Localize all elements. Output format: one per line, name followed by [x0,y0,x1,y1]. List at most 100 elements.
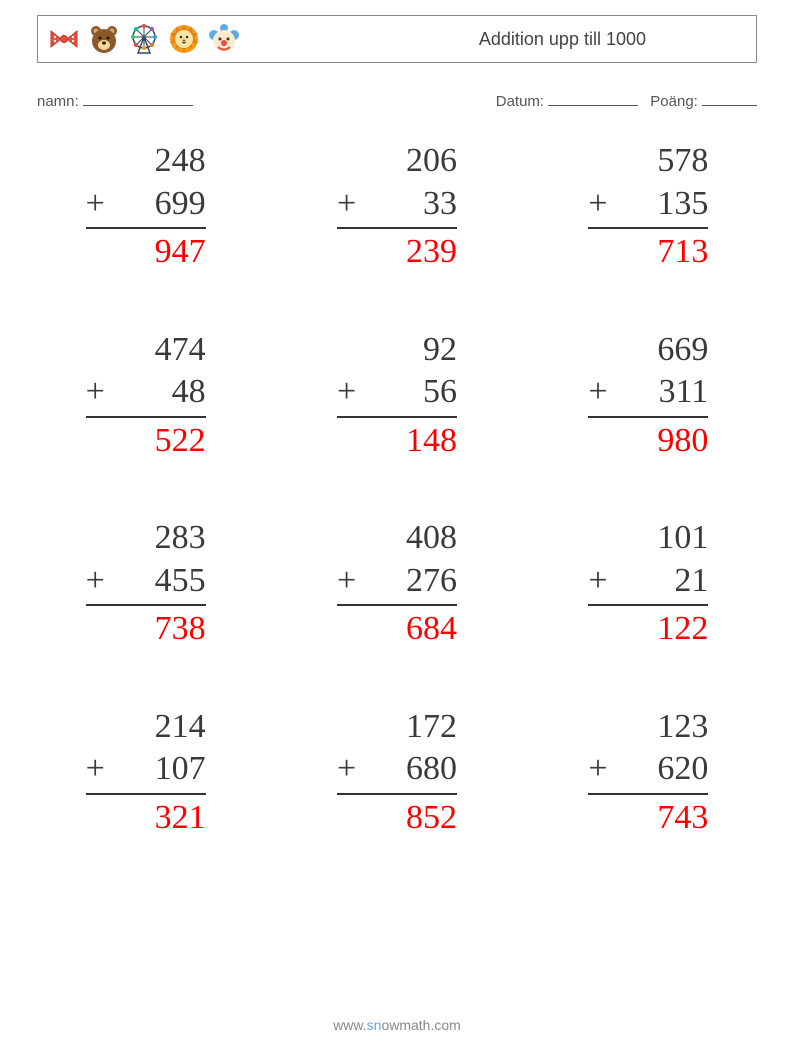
footer-prefix: www. [333,1017,366,1033]
operand-b: 620 [657,748,708,791]
operator: + [588,560,607,603]
operator: + [86,183,105,226]
ferris-wheel-icon [128,23,160,55]
meta-row: namn: Datum: Poäng: [37,92,757,110]
answer: 522 [86,420,206,463]
operator: + [337,560,356,603]
operand-b-line: +455 [86,560,206,603]
date-label: Datum: [496,93,544,110]
lion-icon [168,23,200,55]
footer: www.snowmath.com [0,1017,794,1033]
answer: 122 [588,608,708,651]
rule-line [86,227,206,229]
operand-b-line: +48 [86,371,206,414]
operand-b-line: +276 [337,560,457,603]
operand-b-line: +21 [588,560,708,603]
rule-line [86,604,206,606]
rule-line [588,227,708,229]
problem: 474+48522 [86,329,206,463]
operand-b: 21 [674,560,708,603]
bear-icon [88,23,120,55]
operand-a: 101 [588,517,708,560]
answer: 239 [337,231,457,274]
operand-b-line: +620 [588,748,708,791]
operand-a: 283 [86,517,206,560]
clown-icon [208,23,240,55]
answer: 713 [588,231,708,274]
rule-line [588,416,708,418]
bowtie-icon [48,23,80,55]
operand-a: 669 [588,329,708,372]
problem: 283+455 738 [86,517,206,651]
operator: + [337,371,356,414]
operand-b: 33 [423,183,457,226]
answer: 980 [588,420,708,463]
operator: + [337,183,356,226]
operand-a: 92 [337,329,457,372]
page-title: Addition upp till 1000 [479,29,646,50]
footer-brand2: ow [381,1017,399,1033]
operand-b-line: +135 [588,183,708,226]
operator: + [86,371,105,414]
rule-line [588,793,708,795]
operand-b-line: +680 [337,748,457,791]
footer-brand1: sn [367,1017,382,1033]
problem: 214+107 321 [86,706,206,840]
operand-b: 311 [659,371,709,414]
problem: 669+311 980 [588,329,708,463]
rule-line [588,604,708,606]
operand-a: 214 [86,706,206,749]
problem: 206+33 239 [337,140,457,274]
problem: 101+21 122 [588,517,708,651]
operand-b-line: +311 [588,371,708,414]
operand-a: 123 [588,706,708,749]
operator: + [86,560,105,603]
operator: + [588,748,607,791]
operator: + [86,748,105,791]
answer: 852 [337,797,457,840]
operand-b: 276 [406,560,457,603]
operand-b: 699 [155,183,206,226]
problem: 172+680 852 [337,706,457,840]
score-field: Poäng: [650,92,757,110]
rule-line [86,416,206,418]
operator: + [337,748,356,791]
answer: 947 [86,231,206,274]
rule-line [337,604,457,606]
score-label: Poäng: [650,93,698,110]
name-label: namn: [37,93,79,110]
rule-line [337,416,457,418]
answer: 738 [86,608,206,651]
operand-b-line: +107 [86,748,206,791]
answer: 743 [588,797,708,840]
rule-line [337,227,457,229]
operand-b-line: +33 [337,183,457,226]
operator: + [588,183,607,226]
operand-a: 578 [588,140,708,183]
rule-line [337,793,457,795]
footer-suffix: math.com [399,1017,460,1033]
rule-line [86,793,206,795]
operand-a: 248 [86,140,206,183]
operand-b: 107 [155,748,206,791]
name-field: namn: [37,92,193,110]
icons-row [48,23,240,55]
operand-a: 408 [337,517,457,560]
operand-b-line: +56 [337,371,457,414]
operand-a: 172 [337,706,457,749]
answer: 148 [337,420,457,463]
name-blank[interactable] [83,92,193,106]
operand-b: 56 [423,371,457,414]
date-blank[interactable] [548,92,638,106]
score-blank[interactable] [702,92,757,106]
operand-b-line: +699 [86,183,206,226]
problem: 123+620 743 [588,706,708,840]
answer: 321 [86,797,206,840]
date-field: Datum: [496,92,639,110]
problems-grid: 248+699947206+33239578+135713474+4852292… [70,140,724,839]
problem: 408+276 684 [337,517,457,651]
operand-a: 206 [337,140,457,183]
header-box: Addition upp till 1000 [37,15,757,63]
operand-b: 680 [406,748,457,791]
answer: 684 [337,608,457,651]
